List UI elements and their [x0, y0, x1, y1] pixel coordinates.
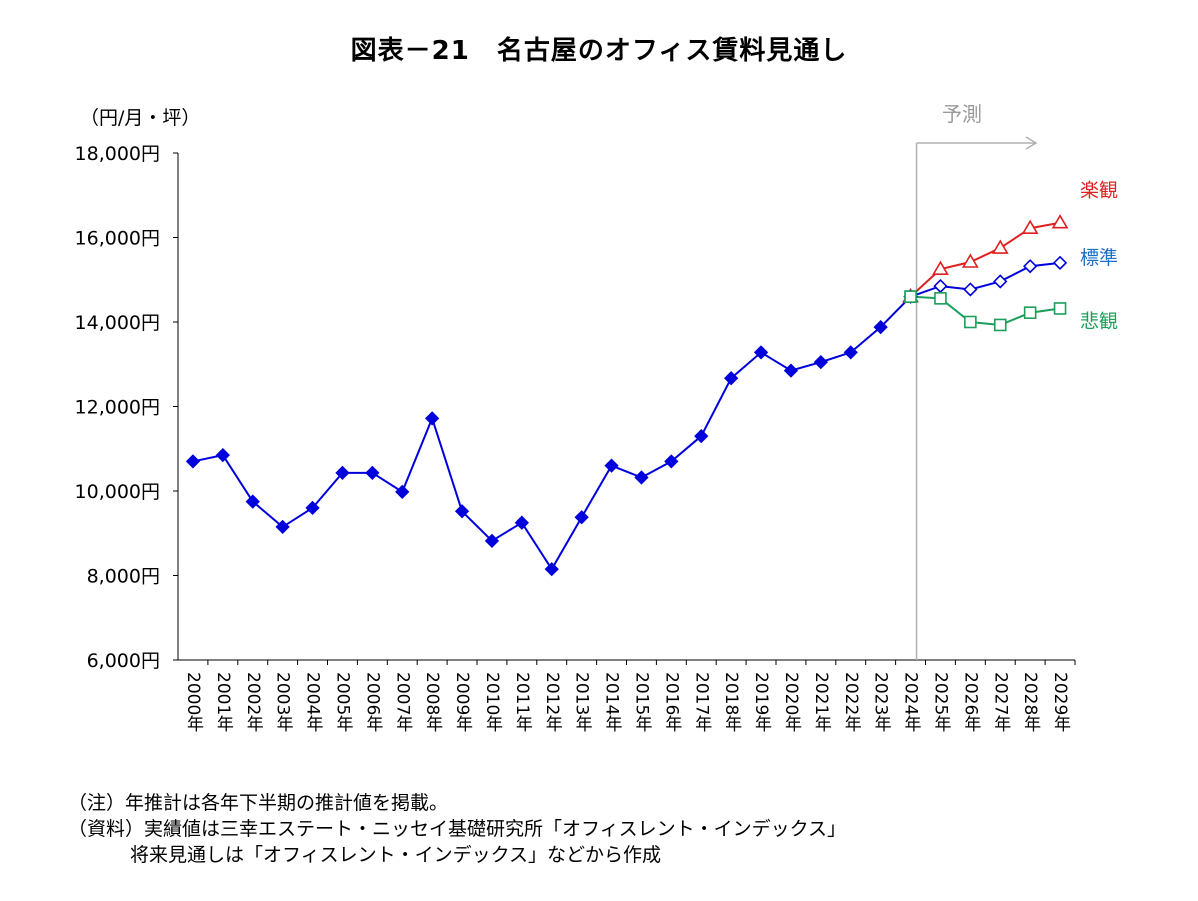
x-tick-label: 2002年: [243, 672, 264, 732]
data-point: [1021, 219, 1039, 235]
data-point: [365, 465, 380, 480]
data-point: [335, 465, 350, 480]
data-point: [514, 515, 529, 530]
data-point: [1023, 259, 1038, 274]
x-tick-label: 2021年: [811, 672, 832, 732]
data-point: [305, 500, 320, 516]
y-axis-label: （円/月・坪）: [80, 107, 200, 129]
x-tick-label: 2001年: [213, 672, 234, 732]
data-point: [873, 319, 888, 335]
data-point: [275, 519, 290, 535]
x-tick-label: 2000年: [183, 672, 204, 732]
x-tick-label: 2019年: [751, 672, 772, 732]
data-point: [993, 274, 1008, 289]
data-point: [991, 239, 1009, 254]
series-line-2: [910, 261, 1061, 298]
y-tick-label: 18,000円: [75, 143, 160, 165]
data-point: [694, 428, 709, 444]
x-tick-label: 2022年: [841, 672, 862, 732]
y-tick-label: 16,000円: [75, 228, 160, 250]
data-point: [574, 510, 589, 525]
series-label: 標準: [1080, 247, 1118, 269]
data-point: [395, 484, 410, 499]
series-markers: [185, 214, 1069, 577]
forecast-marker: [915, 136, 1038, 660]
x-tick-label: 2027年: [990, 672, 1011, 732]
data-point: [215, 447, 230, 463]
x-tick-label: 2013年: [572, 672, 593, 732]
footnote-source-2: 将来見通しは「オフィスレント・インデックス」などから作成: [130, 844, 662, 866]
data-point: [934, 292, 947, 305]
series-line-3: [910, 295, 1061, 326]
x-tick-label: 2025年: [930, 672, 951, 732]
data-point: [753, 345, 769, 360]
data-point: [963, 282, 978, 297]
data-point: [604, 458, 619, 473]
series-label: 楽観: [1080, 180, 1118, 202]
data-point: [454, 504, 470, 519]
data-point: [484, 533, 500, 548]
x-tick-label: 2023年: [871, 672, 892, 732]
data-point: [664, 454, 679, 469]
data-point: [544, 562, 559, 577]
x-tick-label: 2017年: [691, 672, 712, 732]
data-point: [724, 371, 739, 386]
x-tick-label: 2003年: [273, 672, 294, 732]
x-tick-label: 2016年: [661, 672, 682, 732]
data-point: [185, 454, 201, 469]
x-tick-label: 2004年: [303, 672, 324, 732]
x-tick-label: 2009年: [452, 672, 473, 732]
data-point: [245, 494, 260, 509]
chart-title: 図表－21 名古屋のオフィス賃料見通し: [350, 36, 848, 66]
x-tick-label: 2028年: [1020, 672, 1041, 732]
data-point: [904, 290, 917, 303]
data-point: [1051, 214, 1069, 229]
series-lines: [192, 221, 1061, 572]
y-tick-label: 12,000円: [75, 397, 160, 419]
data-point: [964, 315, 977, 329]
forecast-label: 予測: [942, 102, 982, 126]
data-point: [933, 278, 948, 294]
x-tick-label: 2005年: [332, 672, 353, 732]
data-point: [425, 411, 440, 426]
forecast-arrow-head: [1025, 136, 1038, 150]
y-tick-label: 14,000円: [75, 312, 160, 334]
x-tick-label: 2007年: [392, 672, 413, 732]
series-label: 悲観: [1080, 310, 1118, 332]
x-tick-label: 2029年: [1050, 672, 1071, 732]
y-tick-label: 8,000円: [87, 566, 160, 588]
data-point: [634, 470, 649, 485]
data-point: [783, 363, 799, 378]
x-tick-label: 2008年: [422, 672, 443, 732]
x-tick-label: 2018年: [721, 672, 742, 732]
axes: [173, 152, 1076, 665]
y-tick-label: 6,000円: [87, 650, 160, 672]
labels: 6,000円 8,000円 10,000円 12,000円 14,000円 16,000円…: [75, 102, 1119, 732]
data-point: [1023, 306, 1037, 320]
data-point: [1052, 255, 1068, 270]
y-tick-label: 10,000円: [75, 481, 160, 503]
data-point: [993, 318, 1007, 332]
x-tick-label: 2011年: [512, 672, 533, 732]
x-tick-label: 2026年: [960, 672, 981, 732]
x-tick-label: 2006年: [362, 672, 383, 732]
x-tick-label: 2014年: [602, 672, 623, 732]
data-point: [843, 345, 858, 360]
series-line-actual: [192, 295, 912, 572]
x-tick-label: 2010年: [482, 672, 503, 732]
x-tick-label: 2020年: [781, 672, 802, 732]
x-tick-label: 2024年: [901, 672, 922, 732]
data-point: [1053, 302, 1067, 315]
footnote-source: （資料）実績値は三幸エステート・ニッセイ基礎研究所「オフィスレント・インデックス…: [68, 818, 847, 840]
footnote-note: （注）年推計は各年下半期の推計値を掲載。: [68, 792, 449, 814]
x-tick-label: 2015年: [631, 672, 652, 732]
data-point: [813, 355, 828, 370]
data-point: [932, 260, 949, 275]
data-point: [961, 253, 979, 268]
x-tick-label: 2012年: [542, 672, 563, 732]
